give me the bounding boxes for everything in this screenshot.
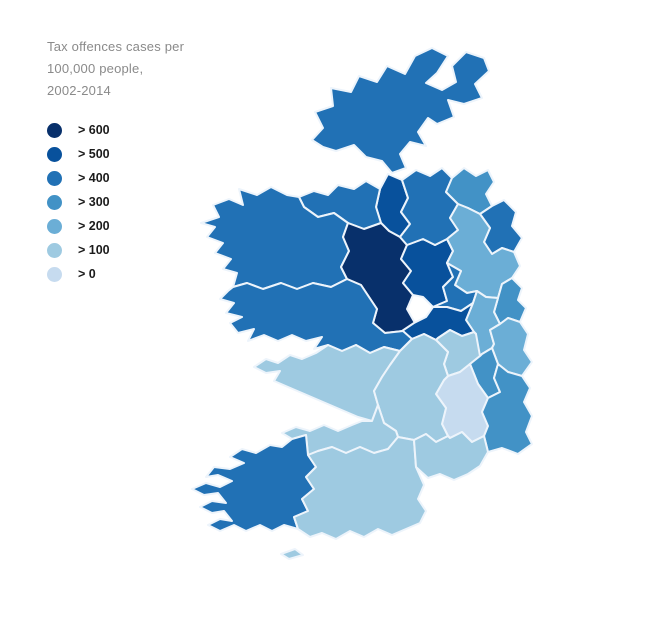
legend-item: > 400 [47,166,217,190]
map-legend: Tax offences cases per 100,000 people, 200… [47,36,217,286]
county-donegal[interactable] [311,47,490,174]
ireland-choropleth-map [185,40,585,580]
legend-title-line: Tax offences cases per [47,39,185,54]
legend-swatch-icon [47,194,62,210]
legend-item: > 300 [47,190,217,214]
legend-item-label: > 400 [78,171,110,185]
legend-title: Tax offences cases per 100,000 people, 200… [47,36,217,102]
legend-item: > 600 [47,118,217,142]
legend-item-label: > 0 [78,267,96,281]
legend-item-label: > 200 [78,219,110,233]
legend-item: > 500 [47,142,217,166]
legend-title-line: 2002-2014 [47,83,111,98]
county-cavan[interactable] [399,167,459,246]
county-waterford[interactable] [413,431,489,481]
county-monaghan[interactable] [445,167,495,215]
legend-item-label: > 600 [78,123,110,137]
legend-items: > 600 > 500 > 400 > 300 > 200 > 100 > 0 [47,118,217,286]
county-cork[interactable] [293,436,427,540]
legend-swatch-icon [47,146,62,162]
legend-swatch-icon [47,218,62,234]
legend-swatch-icon [47,242,62,258]
legend-item-label: > 100 [78,243,110,257]
legend-item: > 100 [47,238,217,262]
legend-swatch-icon [47,170,62,186]
legend-item: > 0 [47,262,217,286]
county-island-west-cork[interactable] [280,548,304,560]
legend-title-line: 100,000 people, [47,61,144,76]
legend-swatch-icon [47,266,62,282]
legend-item: > 200 [47,214,217,238]
county-wexford[interactable] [481,363,533,455]
legend-item-label: > 500 [78,147,110,161]
ireland-map-svg [191,47,533,560]
legend-item-label: > 300 [78,195,110,209]
legend-swatch-icon [47,122,62,138]
